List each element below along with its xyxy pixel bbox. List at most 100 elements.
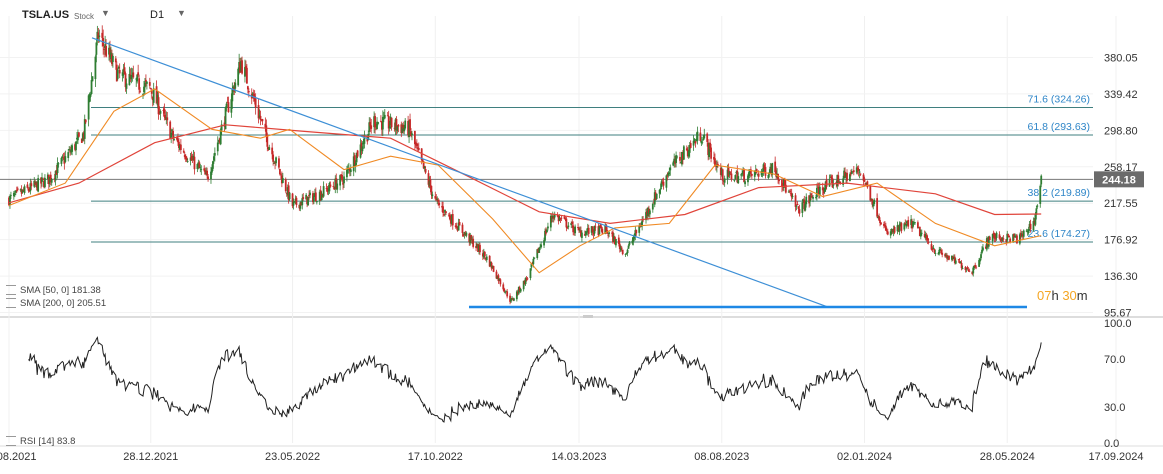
candle-body <box>653 192 656 205</box>
candle-body <box>492 265 495 272</box>
candle-body <box>54 170 57 181</box>
candle-body <box>558 217 561 221</box>
candle-body <box>273 163 275 164</box>
candle-body <box>46 174 49 180</box>
candle-body <box>940 250 943 254</box>
candle-body <box>1029 223 1032 230</box>
candle-body <box>506 291 509 297</box>
candle-body <box>727 167 730 177</box>
candle-body <box>353 155 356 166</box>
candle-body <box>757 173 760 177</box>
candle-body <box>145 81 148 84</box>
candle-body <box>628 242 631 245</box>
candle-body <box>370 125 373 129</box>
indicator-settings-icon[interactable] <box>6 285 16 296</box>
rsi-legend[interactable]: RSI [14] 83.8 <box>6 436 75 447</box>
candle-body <box>906 221 909 224</box>
candle-body <box>499 279 502 285</box>
candle-body <box>28 190 31 192</box>
candle-body <box>381 116 384 130</box>
candle-body <box>152 88 155 103</box>
candle-body <box>245 65 247 69</box>
candle-body <box>783 179 785 188</box>
candle-body <box>122 68 125 72</box>
candle-body <box>791 195 794 197</box>
candle-body <box>114 58 117 63</box>
candle-body <box>618 243 621 249</box>
indicator-settings-icon[interactable] <box>6 298 16 309</box>
candle-body <box>278 158 280 168</box>
trend-line <box>91 37 829 308</box>
candle-body <box>563 216 566 219</box>
candle-body <box>599 224 602 227</box>
candle-body <box>226 102 229 104</box>
candle-body <box>519 289 522 292</box>
candle-body <box>729 171 732 173</box>
y-tick-label: 217.55 <box>1104 198 1138 210</box>
timeframe-label[interactable]: D1 <box>150 9 165 21</box>
candle-body <box>617 237 620 244</box>
y-tick-label: 298.80 <box>1104 125 1138 137</box>
candle-body <box>893 227 896 233</box>
candle-body <box>733 179 736 181</box>
candles <box>8 25 1043 305</box>
candle-body <box>923 234 926 238</box>
candle-body <box>404 120 407 129</box>
candle-body <box>35 181 38 184</box>
candle-body <box>416 147 419 149</box>
candle-body <box>992 232 995 235</box>
sma200-legend[interactable]: SMA [200, 0] 205.51 <box>6 298 106 309</box>
candle-body <box>1019 233 1022 236</box>
candle-body <box>157 97 160 115</box>
candle-body <box>495 271 498 279</box>
candle-body <box>871 199 874 205</box>
candle-body <box>533 257 536 259</box>
timeframe-dropdown-icon[interactable]: ▼ <box>177 8 186 18</box>
candle-body <box>706 133 709 142</box>
candle-body <box>777 173 779 180</box>
candle-body <box>205 172 208 174</box>
candle-body <box>693 139 696 143</box>
candle-body <box>390 117 393 128</box>
candle-body <box>21 189 24 193</box>
candle-body <box>982 247 984 251</box>
indicator-settings-icon[interactable] <box>6 436 16 447</box>
candle-body <box>823 188 826 192</box>
candle-body <box>829 177 832 179</box>
candle-body <box>998 234 1001 239</box>
candle-body <box>720 169 723 176</box>
candle-body <box>1032 221 1035 231</box>
candle-body <box>285 193 288 195</box>
candle-body <box>177 139 179 143</box>
candle-body <box>612 232 614 243</box>
candle-body <box>374 116 376 128</box>
sma50-legend[interactable]: SMA [50, 0] 181.38 <box>6 285 101 296</box>
candle-body <box>454 225 457 227</box>
candle-body <box>948 256 950 260</box>
candle-body <box>647 207 649 217</box>
x-tick-label: 17.10.2022 <box>408 451 463 463</box>
candle-body <box>173 139 175 140</box>
symbol-label[interactable]: TSLA.US <box>22 9 70 21</box>
candle-body <box>744 181 746 185</box>
candle-body <box>356 150 359 157</box>
symbol-dropdown-icon[interactable]: ▼ <box>101 8 110 18</box>
candle-body <box>859 173 862 175</box>
candle-body <box>62 157 65 159</box>
candle-body <box>986 239 989 246</box>
candle-body <box>63 158 66 164</box>
rsi-label: RSI [14] <box>20 436 55 447</box>
candle-body <box>476 243 478 247</box>
y-tick-label: 95.67 <box>1104 308 1132 320</box>
candle-body <box>362 142 365 145</box>
candle-body <box>1000 239 1003 240</box>
candle-body <box>137 72 140 76</box>
candle-body <box>710 147 712 159</box>
pane-resize-handle <box>583 315 593 318</box>
candle-body <box>846 172 848 181</box>
candle-body <box>179 144 182 150</box>
candle-body <box>667 173 670 176</box>
candle-body <box>605 224 608 231</box>
candle-body <box>211 167 213 173</box>
